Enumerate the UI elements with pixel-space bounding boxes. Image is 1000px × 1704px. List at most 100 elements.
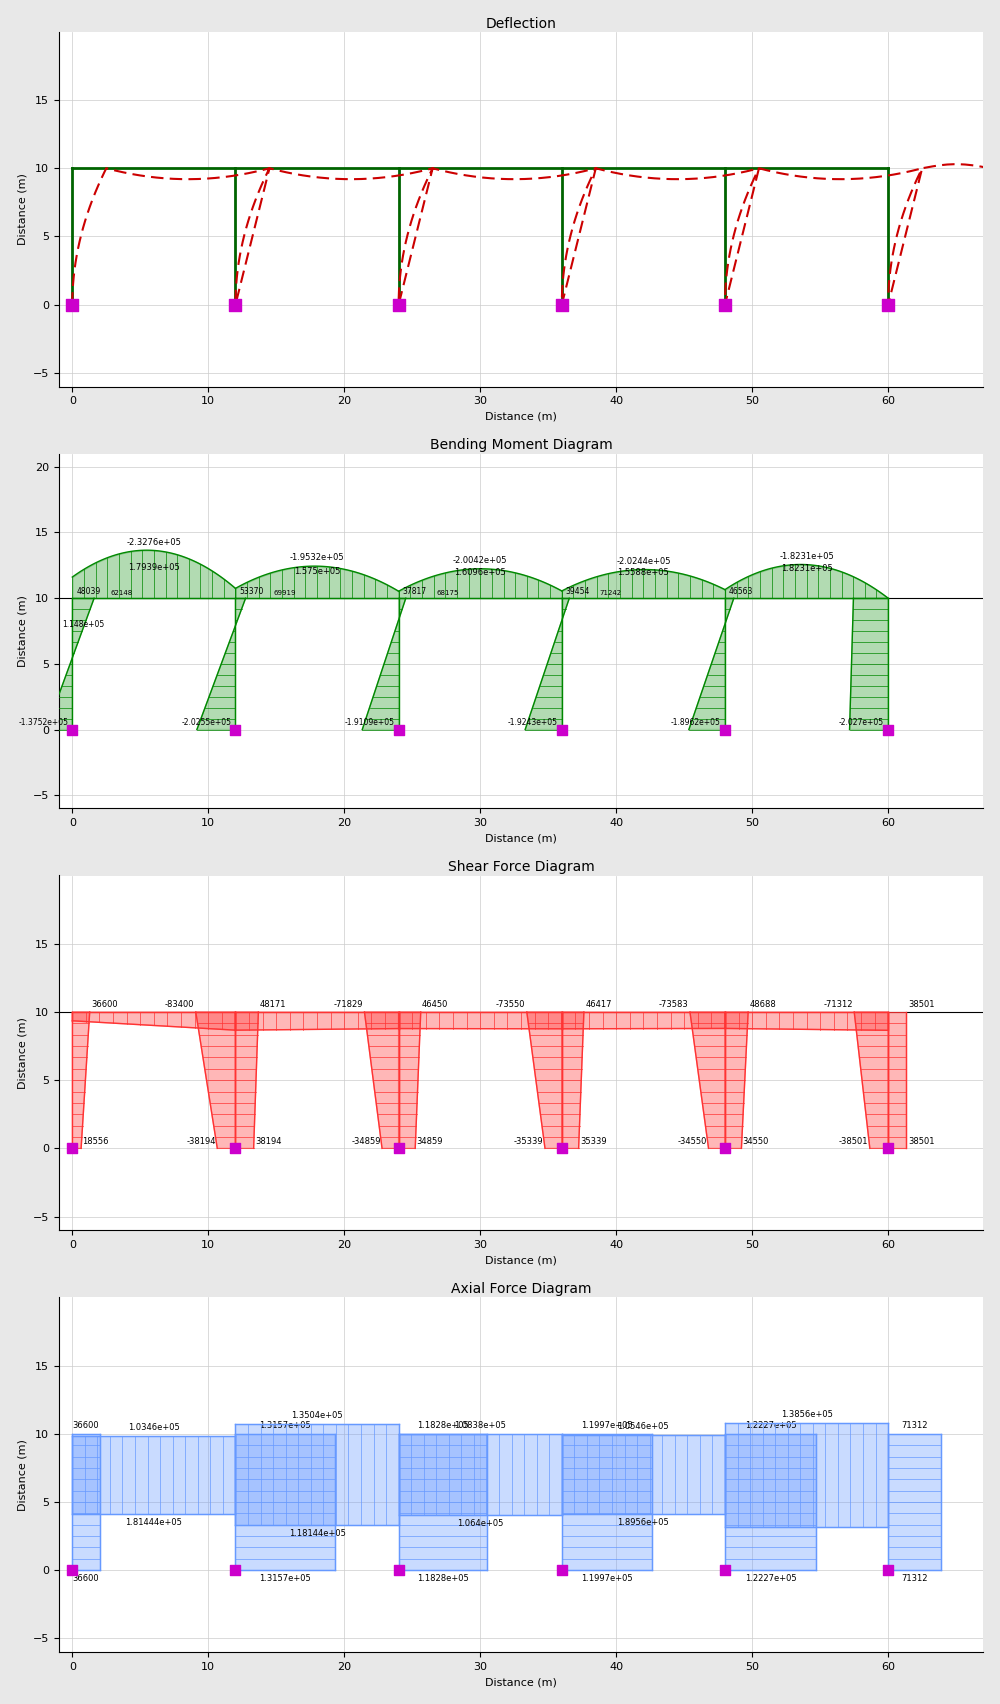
Point bbox=[64, 291, 80, 319]
X-axis label: Distance (m): Distance (m) bbox=[485, 1677, 557, 1687]
Polygon shape bbox=[235, 1012, 399, 1031]
Polygon shape bbox=[562, 1433, 652, 1569]
Polygon shape bbox=[362, 598, 406, 729]
Text: 46563: 46563 bbox=[729, 586, 753, 596]
Polygon shape bbox=[888, 1433, 941, 1569]
Polygon shape bbox=[364, 1012, 399, 1148]
Polygon shape bbox=[725, 1012, 888, 1031]
Text: 69919: 69919 bbox=[273, 590, 296, 596]
Text: -71312: -71312 bbox=[823, 1000, 853, 1009]
Text: -35339: -35339 bbox=[514, 1137, 544, 1145]
Point bbox=[391, 1135, 407, 1162]
Text: 71312: 71312 bbox=[902, 1574, 928, 1583]
Text: -1.9243e+05: -1.9243e+05 bbox=[508, 717, 558, 728]
Text: 48039: 48039 bbox=[76, 586, 101, 596]
Text: 1.8231e+05: 1.8231e+05 bbox=[781, 564, 832, 573]
Text: -83400: -83400 bbox=[165, 1000, 194, 1009]
Text: 48688: 48688 bbox=[750, 1000, 776, 1009]
Polygon shape bbox=[399, 1433, 487, 1569]
Point bbox=[880, 716, 896, 743]
Polygon shape bbox=[689, 598, 734, 729]
Text: 1.1828e+05: 1.1828e+05 bbox=[417, 1421, 469, 1430]
Point bbox=[64, 1556, 80, 1583]
Text: 34859: 34859 bbox=[417, 1137, 443, 1145]
Text: 1.3856e+05: 1.3856e+05 bbox=[781, 1409, 833, 1419]
Point bbox=[717, 1135, 733, 1162]
Text: 18556: 18556 bbox=[82, 1137, 109, 1145]
Y-axis label: Distance (m): Distance (m) bbox=[17, 595, 27, 666]
Polygon shape bbox=[527, 1012, 562, 1148]
Text: 1.1828e+05: 1.1828e+05 bbox=[417, 1574, 469, 1583]
Polygon shape bbox=[72, 1433, 100, 1569]
Y-axis label: Distance (m): Distance (m) bbox=[17, 1438, 27, 1511]
Polygon shape bbox=[399, 1012, 421, 1148]
Point bbox=[880, 1135, 896, 1162]
Point bbox=[391, 1556, 407, 1583]
Text: -38501: -38501 bbox=[839, 1137, 868, 1145]
Text: -2.0255e+05: -2.0255e+05 bbox=[181, 717, 231, 728]
Point bbox=[391, 716, 407, 743]
Text: 36600: 36600 bbox=[73, 1574, 99, 1583]
Text: -34550: -34550 bbox=[678, 1137, 707, 1145]
Text: 53370: 53370 bbox=[240, 586, 264, 596]
Polygon shape bbox=[46, 598, 94, 729]
Text: -2.027e+05: -2.027e+05 bbox=[839, 717, 884, 728]
Point bbox=[717, 291, 733, 319]
Point bbox=[554, 716, 570, 743]
Polygon shape bbox=[525, 598, 569, 729]
Text: 71242: 71242 bbox=[600, 590, 622, 596]
Text: 68175: 68175 bbox=[436, 590, 459, 596]
Text: 1.148e+05: 1.148e+05 bbox=[62, 620, 104, 629]
Text: -1.9532e+05: -1.9532e+05 bbox=[290, 554, 344, 562]
Text: 37817: 37817 bbox=[403, 586, 427, 596]
Text: -2.3276e+05: -2.3276e+05 bbox=[126, 537, 181, 547]
Text: 38501: 38501 bbox=[908, 1137, 934, 1145]
X-axis label: Distance (m): Distance (m) bbox=[485, 412, 557, 423]
Text: 1.3157e+05: 1.3157e+05 bbox=[259, 1421, 311, 1430]
X-axis label: Distance (m): Distance (m) bbox=[485, 833, 557, 843]
Text: 1.8956e+05: 1.8956e+05 bbox=[618, 1518, 669, 1527]
Title: Deflection: Deflection bbox=[486, 17, 556, 31]
Polygon shape bbox=[850, 598, 888, 729]
Text: 1.0546e+05: 1.0546e+05 bbox=[618, 1423, 669, 1431]
Point bbox=[64, 1135, 80, 1162]
Text: -73583: -73583 bbox=[659, 1000, 689, 1009]
Polygon shape bbox=[725, 1012, 748, 1148]
Text: -2.0244e+05: -2.0244e+05 bbox=[616, 557, 671, 566]
Text: 1.0346e+05: 1.0346e+05 bbox=[128, 1423, 180, 1431]
Point bbox=[554, 1556, 570, 1583]
Title: Axial Force Diagram: Axial Force Diagram bbox=[451, 1281, 591, 1297]
Text: 1.0838e+05: 1.0838e+05 bbox=[454, 1421, 506, 1430]
Y-axis label: Distance (m): Distance (m) bbox=[17, 1017, 27, 1089]
Text: -1.3752e+05: -1.3752e+05 bbox=[18, 717, 68, 728]
Text: -71829: -71829 bbox=[334, 1000, 363, 1009]
Polygon shape bbox=[197, 598, 246, 729]
Polygon shape bbox=[196, 1012, 235, 1148]
Text: 1.6096e+05: 1.6096e+05 bbox=[454, 567, 506, 576]
Point bbox=[227, 1556, 243, 1583]
Point bbox=[554, 1135, 570, 1162]
Text: 62148: 62148 bbox=[110, 590, 132, 596]
Point bbox=[227, 716, 243, 743]
Point bbox=[227, 291, 243, 319]
Title: Bending Moment Diagram: Bending Moment Diagram bbox=[430, 438, 612, 453]
Point bbox=[880, 291, 896, 319]
Polygon shape bbox=[235, 1433, 335, 1569]
Polygon shape bbox=[854, 1012, 888, 1148]
Text: -2.0042e+05: -2.0042e+05 bbox=[453, 556, 507, 564]
Text: -1.8231e+05: -1.8231e+05 bbox=[779, 552, 834, 561]
Polygon shape bbox=[888, 1012, 906, 1148]
Polygon shape bbox=[562, 1012, 725, 1029]
Polygon shape bbox=[72, 1012, 235, 1031]
Text: -34859: -34859 bbox=[351, 1137, 381, 1145]
Text: 1.1997e+05: 1.1997e+05 bbox=[581, 1574, 632, 1583]
Polygon shape bbox=[725, 1433, 816, 1569]
Text: -38194: -38194 bbox=[186, 1137, 216, 1145]
Text: 35339: 35339 bbox=[580, 1137, 607, 1145]
Text: -1.9109e+05: -1.9109e+05 bbox=[345, 717, 395, 728]
Polygon shape bbox=[690, 1012, 725, 1148]
Text: 71312: 71312 bbox=[902, 1421, 928, 1430]
Text: -73550: -73550 bbox=[496, 1000, 525, 1009]
Text: 1.3157e+05: 1.3157e+05 bbox=[259, 1574, 311, 1583]
Point bbox=[554, 291, 570, 319]
